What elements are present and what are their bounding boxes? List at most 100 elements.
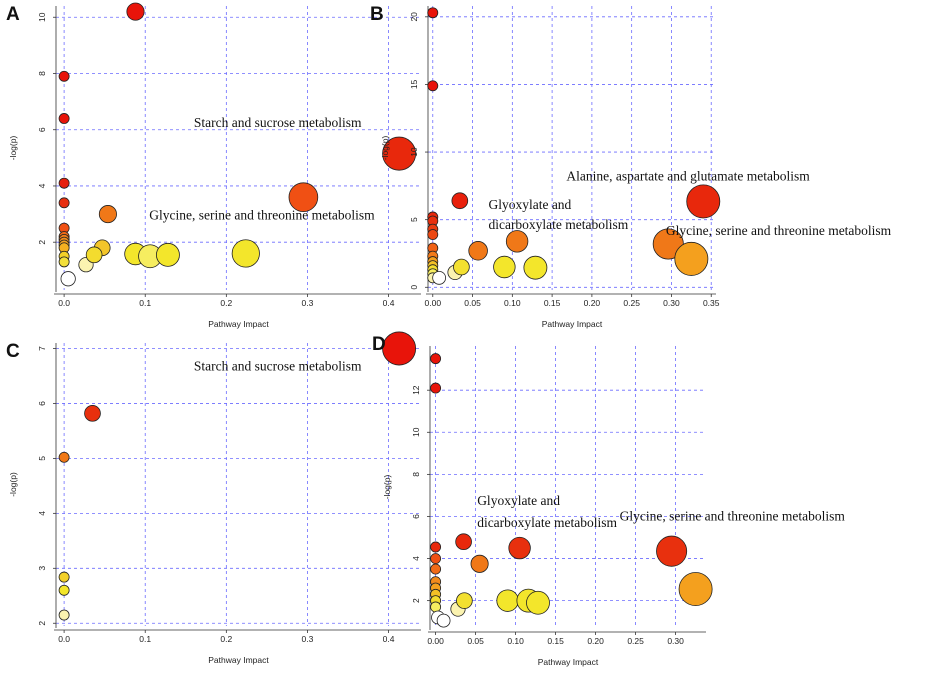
panel-b: 0.00 0.05 0.10 0.15 0.20 0.25 0.30 0.35 0 5 10 15 20… <box>370 4 892 329</box>
y-tick-label: 6 <box>411 514 421 519</box>
y-tick-label: 4 <box>37 511 47 516</box>
x-tick-label: 0.1 <box>139 634 151 644</box>
panel-d: 0.00 0.05 0.10 0.15 0.20 0.25 0.30 2 4 6 8 10 12 Path… <box>372 334 845 667</box>
data-point <box>453 258 470 276</box>
y-tick-label: 0 <box>409 285 419 290</box>
x-tick-label: 0.3 <box>302 298 314 308</box>
data-point <box>156 242 180 267</box>
data-point <box>58 256 70 268</box>
annotation-label: Glycine, serine and threonine metabolism <box>666 223 892 238</box>
y-tick-label: 6 <box>37 127 47 132</box>
annotation-label: dicarboxylate metabolism <box>477 515 617 530</box>
y-axis-title: -log(p) <box>8 472 18 497</box>
y-tick-label: 8 <box>37 71 47 76</box>
y-tick-label: 10 <box>409 147 419 157</box>
y-tick-label: 12 <box>411 385 421 395</box>
data-point <box>60 271 76 287</box>
x-axis-title: Pathway Impact <box>538 657 599 667</box>
x-tick-label: 0.30 <box>663 298 680 308</box>
data-point <box>496 589 519 612</box>
y-tick-label: 2 <box>411 598 421 603</box>
annotation-label: Starch and sucrose metabolism <box>194 358 362 373</box>
x-tick-label: 0.25 <box>623 298 640 308</box>
data-point <box>526 590 550 615</box>
y-axis-title: -log(p) <box>380 136 390 161</box>
data-point <box>126 2 145 21</box>
data-point <box>58 197 70 209</box>
data-point <box>508 536 531 560</box>
y-tick-label: 5 <box>409 217 419 222</box>
x-tick-label: 0.1 <box>139 298 151 308</box>
y-tick-label: 8 <box>411 472 421 477</box>
annotation-label: Glycine, serine and threonine metabolism <box>620 509 846 524</box>
annotation-label: Starch and sucrose metabolism <box>194 115 362 130</box>
y-tick-label: 5 <box>37 456 47 461</box>
x-tick-label: 0.10 <box>504 298 521 308</box>
x-axis-title: Pathway Impact <box>542 319 603 329</box>
x-tick-label: 0.20 <box>587 636 604 646</box>
data-point <box>85 246 103 264</box>
x-tick-label: 0.2 <box>220 634 232 644</box>
data-point <box>468 241 488 261</box>
annotation-label: Glyoxylate and <box>488 197 571 212</box>
data-point <box>58 177 70 189</box>
data-point <box>456 592 473 609</box>
data-point <box>98 205 117 224</box>
y-tick-label: 3 <box>37 566 47 571</box>
data-point <box>451 192 469 210</box>
annotation-label: dicarboxylate metabolism <box>488 217 628 232</box>
y-axis-title: -log(p) <box>382 475 392 500</box>
data-point <box>427 7 439 19</box>
data-point <box>427 229 439 240</box>
data-point <box>58 571 70 583</box>
data-point <box>430 541 442 553</box>
y-tick-label: 4 <box>411 556 421 561</box>
y-tick-label: 15 <box>409 79 419 89</box>
y-tick-label: 2 <box>37 621 47 626</box>
y-tick-label: 20 <box>409 12 419 22</box>
x-tick-label: 0.30 <box>667 636 684 646</box>
data-point <box>432 270 447 285</box>
x-tick-label: 0.35 <box>703 298 720 308</box>
x-tick-label: 0.15 <box>547 636 564 646</box>
data-point <box>58 451 70 463</box>
data-point <box>382 136 417 171</box>
x-tick-label: 0.25 <box>627 636 644 646</box>
x-axis-title: Pathway Impact <box>208 655 269 665</box>
x-tick-label: 0.00 <box>425 298 442 308</box>
data-point <box>686 184 721 219</box>
data-point <box>436 613 451 628</box>
panel-label-d: D <box>372 334 386 355</box>
annotation-label: Glyoxylate and <box>477 493 560 508</box>
y-tick-label: 10 <box>411 427 421 437</box>
x-tick-label: 0.4 <box>383 298 395 308</box>
panel-c: 0.0 0.1 0.2 0.3 0.4 2 3 4 5 6 7 Pathway Impact -log(… <box>6 331 421 665</box>
data-point <box>523 255 548 280</box>
data-point <box>288 182 319 213</box>
data-point <box>493 255 516 279</box>
data-point <box>84 405 101 422</box>
y-tick-label: 4 <box>37 183 47 188</box>
annotation-label: Glycine, serine and threonine metabolism <box>149 208 375 223</box>
data-point <box>430 601 442 613</box>
x-tick-label: 0.20 <box>584 298 601 308</box>
panel-label-c: C <box>6 341 20 362</box>
panel-label-a: A <box>6 4 20 25</box>
data-point <box>678 572 713 607</box>
y-axis-title: -log(p) <box>8 136 18 161</box>
panel-a: 0.0 0.1 0.2 0.3 0.4 2 4 6 8 10 Pathway Impact -log(… <box>6 2 421 329</box>
data-point <box>430 353 442 365</box>
data-point <box>674 241 709 276</box>
data-point <box>58 609 70 621</box>
x-tick-label: 0.05 <box>464 298 481 308</box>
x-tick-label: 0.3 <box>302 634 314 644</box>
y-tick-label: 7 <box>37 346 47 351</box>
data-point <box>58 113 70 124</box>
data-point <box>427 80 439 92</box>
x-tick-label: 0.0 <box>58 298 70 308</box>
x-tick-label: 0.05 <box>467 636 484 646</box>
y-tick-label: 6 <box>37 401 47 406</box>
x-axis-title: Pathway Impact <box>208 319 269 329</box>
y-tick-label: 10 <box>37 12 47 22</box>
